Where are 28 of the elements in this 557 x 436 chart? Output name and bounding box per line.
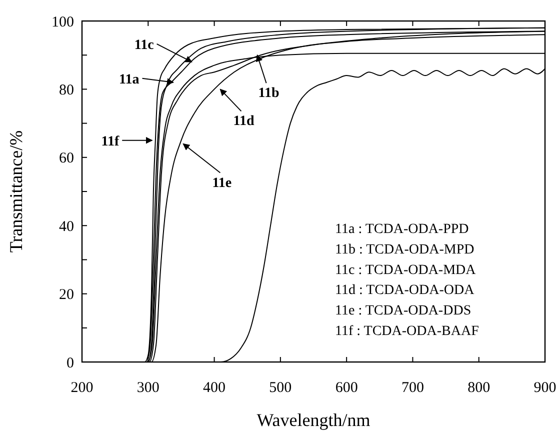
y-tick-label: 100: [52, 14, 74, 30]
x-tick-label: 300: [136, 380, 160, 396]
y-tick-label: 0: [66, 355, 74, 372]
x-axis-title: Wavelength/nm: [256, 410, 370, 430]
x-tick-label: 600: [335, 380, 358, 396]
annotation: 11b : TCDA-ODA-MPD: [335, 242, 474, 258]
x-tick-label: 500: [269, 380, 292, 396]
annotation: 11c : TCDA-ODA-MDA: [335, 262, 477, 278]
annotation: 11a : TCDA-ODA-PPD: [335, 222, 469, 237]
annotation: 11c: [134, 38, 154, 53]
annotation: 11d : TCDA-ODA-ODA: [335, 283, 476, 298]
x-tick-label: 800: [468, 380, 490, 396]
x-tick-label: 900: [534, 380, 556, 396]
annotation: 11e : TCDA-ODA-DDS: [335, 304, 472, 319]
annotation: 11f: [101, 134, 120, 150]
y-tick-label: 60: [59, 150, 74, 167]
x-tick-label: 200: [70, 380, 94, 396]
annotation: 11b: [258, 86, 280, 102]
x-tick-label: 700: [401, 380, 424, 396]
annotation: 11a: [119, 72, 140, 88]
annotation: 11e: [212, 176, 232, 191]
y-tick-label: 80: [59, 82, 74, 98]
x-tick-label: 400: [203, 380, 226, 396]
annotation: 11d: [233, 114, 254, 130]
y-tick-label: 20: [59, 287, 74, 304]
annotation: 11f : TCDA-ODA-BAAF: [335, 324, 480, 339]
y-axis-title: Transmittance/%: [6, 130, 26, 253]
y-tick-label: 40: [59, 218, 74, 235]
